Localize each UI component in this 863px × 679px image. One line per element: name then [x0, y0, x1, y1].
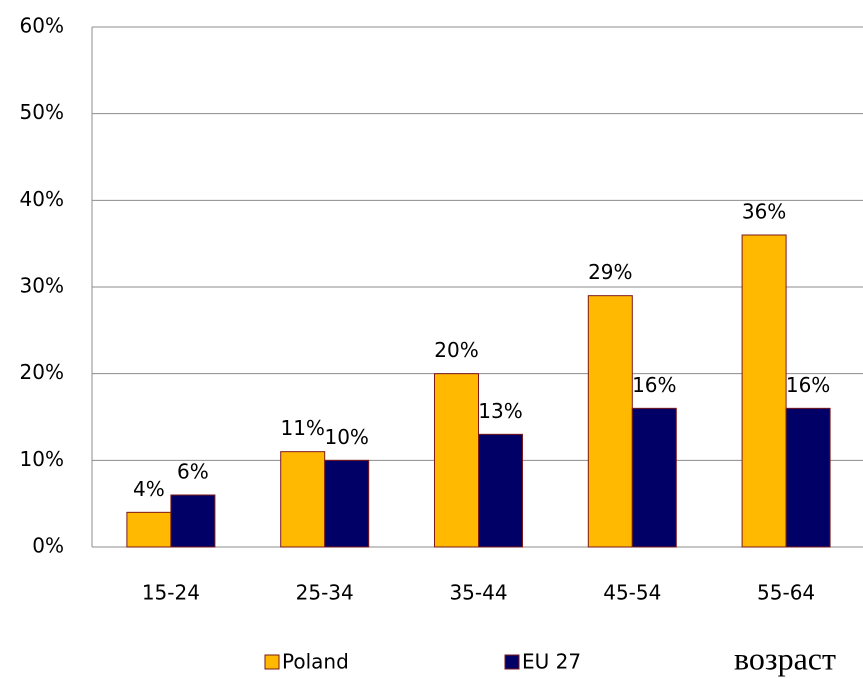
y-tick-label: 20%	[20, 360, 64, 384]
x-tick-label: 25-34	[296, 581, 354, 605]
y-tick-label: 30%	[20, 274, 64, 298]
data-label: 6%	[177, 460, 209, 484]
data-label: 10%	[324, 425, 368, 449]
data-label: 16%	[632, 373, 676, 397]
bar	[127, 512, 171, 547]
bar	[325, 460, 369, 547]
legend-label: EU 27	[522, 650, 581, 674]
bar	[435, 374, 479, 547]
data-label: 20%	[434, 338, 478, 362]
x-tick-label: 35-44	[449, 581, 507, 605]
data-label: 13%	[478, 399, 522, 423]
data-label: 36%	[742, 200, 786, 224]
data-label: 16%	[786, 373, 830, 397]
bar	[281, 452, 325, 547]
data-label: 29%	[588, 260, 632, 284]
y-tick-label: 10%	[20, 447, 64, 471]
y-tick-label: 50%	[20, 100, 64, 124]
bar	[479, 434, 523, 547]
x-tick-label: 45-54	[603, 581, 661, 605]
x-tick-label: 15-24	[142, 581, 200, 605]
y-tick-label: 60%	[20, 14, 64, 38]
chart: возраст 0% 10% 20% 30% 40% 50% 60% 15-24 4% 6% 25-…	[0, 0, 863, 679]
bar	[588, 296, 632, 547]
data-label: 4%	[133, 477, 165, 501]
y-tick-label: 0%	[32, 534, 64, 558]
x-tick-label: 55-64	[757, 581, 815, 605]
x-axis-label: возраст	[734, 640, 836, 676]
y-tick-label: 40%	[20, 187, 64, 211]
bar	[632, 408, 676, 547]
legend-swatch	[505, 655, 519, 669]
legend-label: Poland	[282, 650, 349, 674]
bar	[786, 408, 830, 547]
bar	[742, 235, 786, 547]
data-label: 11%	[280, 416, 324, 440]
legend-swatch	[265, 655, 279, 669]
bar	[171, 495, 215, 547]
